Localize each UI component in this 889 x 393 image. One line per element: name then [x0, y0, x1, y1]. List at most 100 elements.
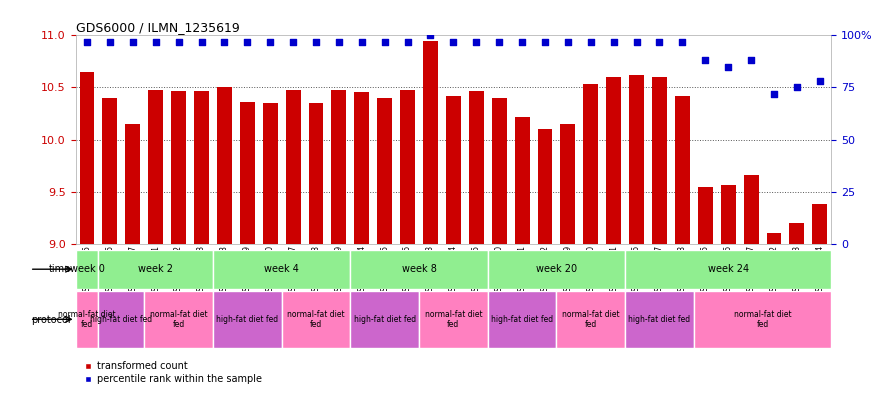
Bar [76, 250, 99, 289]
Bar [213, 250, 350, 289]
Bar [217, 87, 232, 393]
Point [423, 32, 437, 39]
Text: GDS6000 / ILMN_1235619: GDS6000 / ILMN_1235619 [76, 21, 239, 34]
Point [493, 39, 507, 45]
Point [400, 39, 414, 45]
Text: week 20: week 20 [536, 264, 577, 274]
Text: normal-fat diet
fed: normal-fat diet fed [287, 310, 345, 329]
Point [378, 39, 392, 45]
Bar [583, 84, 598, 393]
Bar [355, 92, 369, 393]
Text: time: time [49, 264, 71, 274]
Bar [80, 72, 94, 393]
Point [813, 78, 827, 84]
Bar [308, 103, 324, 393]
Point [515, 39, 529, 45]
Point [80, 39, 94, 45]
Bar [469, 90, 484, 393]
Point [721, 63, 735, 70]
Bar [285, 90, 300, 393]
Bar [492, 98, 507, 393]
Bar [194, 90, 209, 393]
Point [172, 39, 186, 45]
Bar [377, 98, 392, 393]
Bar [332, 90, 347, 393]
Text: normal-fat diet
fed: normal-fat diet fed [425, 310, 482, 329]
Bar [813, 204, 827, 393]
Point [240, 39, 254, 45]
Bar [675, 96, 690, 393]
Point [446, 39, 461, 45]
Point [286, 39, 300, 45]
Text: normal-fat diet
fed: normal-fat diet fed [58, 310, 116, 329]
Bar [606, 77, 621, 393]
Bar [400, 90, 415, 393]
Bar [557, 291, 625, 348]
Text: high-fat diet fed: high-fat diet fed [91, 315, 152, 324]
Bar [419, 291, 488, 348]
Bar [698, 187, 713, 393]
Point [629, 39, 644, 45]
Text: protocol: protocol [31, 315, 71, 325]
Point [263, 39, 277, 45]
Bar [629, 75, 644, 393]
Text: normal-fat diet
fed: normal-fat diet fed [149, 310, 207, 329]
Bar [76, 291, 99, 348]
Point [789, 84, 804, 90]
Bar [789, 223, 805, 393]
Text: week 0: week 0 [69, 264, 104, 274]
Text: high-fat diet fed: high-fat diet fed [491, 315, 553, 324]
Bar [350, 250, 488, 289]
Point [103, 39, 117, 45]
Point [538, 39, 552, 45]
Point [148, 39, 163, 45]
Point [606, 39, 621, 45]
Point [355, 39, 369, 45]
Text: high-fat diet fed: high-fat diet fed [629, 315, 691, 324]
Bar [102, 98, 117, 393]
Bar [213, 291, 282, 348]
Bar [488, 250, 625, 289]
Point [125, 39, 140, 45]
Text: high-fat diet fed: high-fat diet fed [216, 315, 278, 324]
Point [676, 39, 690, 45]
Point [217, 39, 231, 45]
Bar [538, 129, 552, 393]
Bar [488, 291, 557, 348]
Bar [99, 250, 213, 289]
Point [332, 39, 346, 45]
Bar [350, 291, 419, 348]
Bar [423, 40, 438, 393]
Text: week 4: week 4 [264, 264, 299, 274]
Point [469, 39, 484, 45]
Bar [263, 103, 277, 393]
Point [698, 57, 712, 64]
Point [584, 39, 598, 45]
Point [767, 90, 781, 97]
Bar [446, 96, 461, 393]
Bar [148, 90, 164, 393]
Bar [240, 102, 255, 393]
Bar [652, 77, 667, 393]
Bar [282, 291, 350, 348]
Text: normal-fat diet
fed: normal-fat diet fed [733, 310, 791, 329]
Point [308, 39, 323, 45]
Bar [766, 233, 781, 393]
Text: week 24: week 24 [708, 264, 749, 274]
Point [653, 39, 667, 45]
Bar [560, 124, 575, 393]
Legend: transformed count, percentile rank within the sample: transformed count, percentile rank withi… [80, 358, 266, 388]
Bar [144, 291, 213, 348]
Bar [625, 291, 693, 348]
Point [195, 39, 209, 45]
Bar [125, 124, 140, 393]
Bar [515, 117, 530, 393]
Bar [625, 250, 831, 289]
Bar [172, 90, 186, 393]
Bar [99, 291, 144, 348]
Bar [721, 185, 735, 393]
Point [561, 39, 575, 45]
Text: high-fat diet fed: high-fat diet fed [354, 315, 416, 324]
Point [744, 57, 758, 64]
Bar [743, 175, 758, 393]
